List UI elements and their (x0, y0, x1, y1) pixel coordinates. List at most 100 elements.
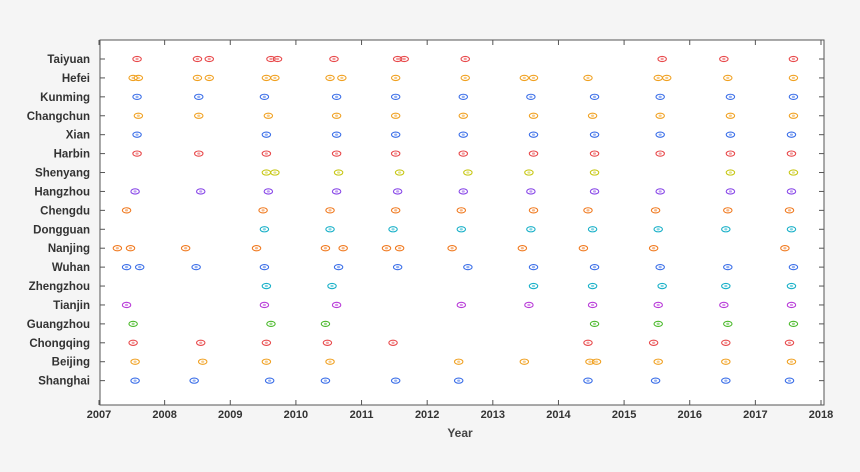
data-point-chongqing (583, 339, 593, 346)
data-point-core (262, 228, 267, 231)
data-point-shanghai (784, 377, 795, 384)
data-point-harbin (589, 150, 600, 157)
data-point-nanjing (648, 245, 659, 252)
category-labels: Taiyuan Hefei Kunming Changchun Xian Harbin Sh… (27, 54, 90, 388)
data-point-shanghai (320, 377, 331, 384)
data-point-changchun (655, 112, 665, 119)
data-point-chengdu (456, 207, 467, 214)
data-point-core (724, 379, 728, 382)
data-point-chengdu (528, 207, 539, 214)
data-point-nanjing (251, 245, 262, 252)
category-label-harbin: Harbin (54, 149, 90, 161)
data-point-nanjing (780, 245, 790, 252)
data-point-core (789, 152, 794, 155)
data-point-core (115, 247, 119, 250)
data-point-shenyang (725, 169, 736, 176)
data-point-core (527, 303, 531, 307)
category-label-dongguan: Dongguan (33, 224, 90, 236)
data-point-nanjing (320, 245, 331, 252)
data-point-core (133, 379, 137, 382)
category-label-beijing: Beijing (52, 357, 90, 369)
data-point-zhengzhou (721, 282, 731, 290)
x-tick-label: 2014 (546, 409, 571, 421)
data-point-tianjin (121, 301, 132, 309)
data-point-core (136, 76, 140, 80)
data-point-dongguan (388, 226, 398, 233)
data-point-core (791, 171, 796, 174)
category-label-guangzhou: Guangzhou (27, 319, 90, 331)
data-point-core (201, 360, 205, 363)
data-point-xian (458, 131, 469, 138)
data-point-shenyang (524, 169, 534, 176)
data-point-harbin (786, 150, 797, 157)
data-point-core (726, 322, 730, 326)
data-point-core (340, 76, 344, 80)
data-point-core (658, 133, 662, 136)
data-point-core (335, 152, 339, 155)
data-point-core (653, 209, 658, 212)
data-point-dongguan (456, 226, 467, 233)
data-point-core (269, 57, 273, 61)
data-point-hangzhou (331, 188, 342, 195)
data-point-core (135, 57, 139, 61)
data-point-core (658, 95, 662, 99)
data-point-core (135, 133, 139, 136)
data-point-beijing (786, 358, 797, 365)
data-point-core (586, 76, 590, 80)
data-point-core (531, 152, 536, 155)
data-point-hefei (723, 74, 733, 82)
data-point-xian (786, 131, 797, 138)
data-point-core (335, 133, 339, 136)
data-point-core (323, 247, 328, 250)
data-point-nanjing (125, 245, 136, 252)
data-point-harbin (390, 150, 401, 157)
data-point-core (136, 114, 140, 117)
data-point-core (592, 133, 597, 136)
data-point-core (394, 114, 398, 117)
data-point-guangzhou (589, 320, 600, 328)
data-point-core (394, 379, 398, 382)
data-point-core (791, 95, 796, 99)
data-point-dongguan (653, 226, 663, 233)
data-point-core (262, 265, 267, 269)
data-point-core (791, 76, 796, 80)
data-point-core (531, 265, 536, 269)
data-point-core (264, 171, 268, 174)
data-point-beijing (453, 358, 464, 365)
category-label-tianjin: Tianjin (53, 300, 90, 312)
data-point-nanjing (112, 245, 123, 252)
category-label-chengdu: Chengdu (40, 205, 90, 217)
data-point-hangzhou (392, 188, 403, 195)
category-label-taiyuan: Taiyuan (47, 54, 90, 66)
data-point-core (594, 360, 599, 363)
data-point-changchun (528, 112, 539, 119)
data-point-hangzhou (263, 188, 274, 195)
data-point-core (653, 379, 658, 382)
data-point-core (656, 360, 660, 363)
data-point-hefei (583, 74, 593, 82)
data-point-guangzhou (788, 320, 799, 328)
data-point-tianjin (331, 301, 342, 309)
data-point-hefei (270, 74, 280, 82)
x-tick-label: 2013 (481, 409, 505, 421)
data-point-core (466, 171, 470, 174)
data-point-core (791, 57, 796, 61)
data-point-core (522, 360, 526, 363)
data-point-core (335, 190, 339, 193)
x-tick-label: 2015 (612, 409, 636, 421)
data-point-hangzhou (458, 188, 469, 195)
data-point-dongguan (526, 226, 536, 233)
data-point-core (789, 133, 794, 136)
data-point-shanghai (721, 377, 731, 384)
data-point-shanghai (264, 377, 275, 384)
data-point-core (463, 76, 467, 80)
data-point-core (656, 322, 660, 326)
data-point-core (592, 171, 597, 174)
data-point-xian (132, 131, 142, 138)
data-point-taiyuan (657, 55, 667, 63)
data-point-taiyuan (266, 55, 276, 63)
data-point-hefei (788, 74, 799, 82)
category-label-shenyang: Shenyang (35, 168, 90, 180)
data-point-shanghai (583, 377, 593, 384)
